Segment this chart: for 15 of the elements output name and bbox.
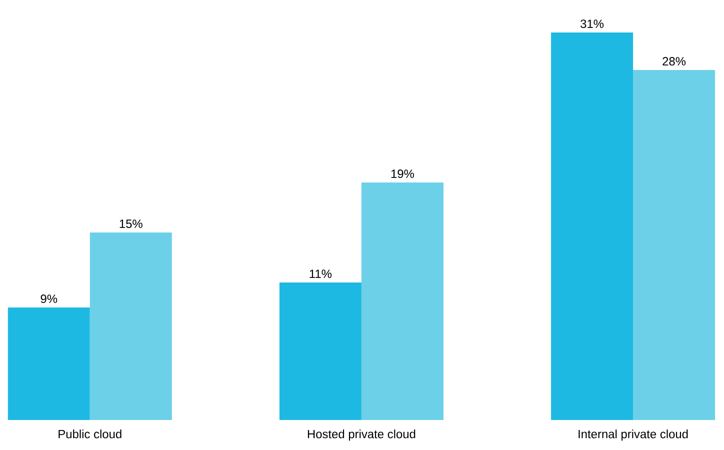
x-tick-label: Internal private cloud (578, 430, 688, 441)
x-tick-label: Public cloud (58, 430, 122, 438)
bar (633, 70, 716, 420)
data-label: 15% (120, 220, 142, 228)
bar (551, 32, 634, 420)
data-label: 31% (580, 20, 604, 28)
data-label: 9% (40, 294, 58, 303)
data-label: 11% (310, 270, 332, 278)
bar (8, 308, 90, 420)
bar (90, 232, 172, 420)
data-label: 19% (391, 170, 414, 178)
bar (279, 282, 362, 420)
bar (361, 182, 444, 420)
x-tick-label: Hosted private cloud (308, 430, 416, 441)
data-label: 28% (662, 57, 686, 66)
